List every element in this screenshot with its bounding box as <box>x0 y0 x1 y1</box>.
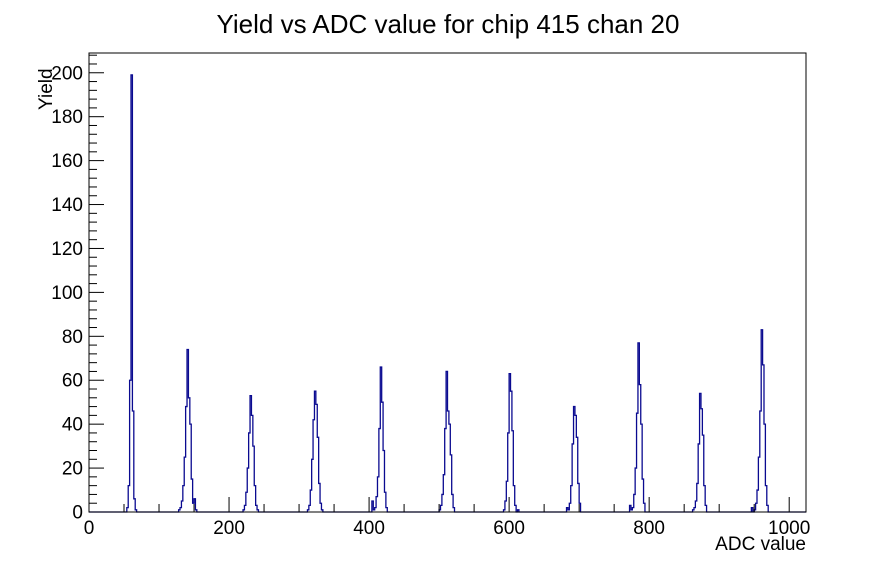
y-axis-title: Yield <box>36 68 57 110</box>
y-tick-label: 120 <box>51 239 83 260</box>
y-tick-label: 180 <box>51 107 83 128</box>
x-tick-label: 0 <box>84 518 95 539</box>
x-axis-title: ADC value <box>715 534 806 555</box>
x-tick-label: 600 <box>493 518 525 539</box>
x-tick-label: 400 <box>353 518 385 539</box>
x-tick-label: 800 <box>633 518 665 539</box>
y-tick-label: 60 <box>62 371 83 392</box>
y-tick-label: 200 <box>51 63 83 84</box>
chart-title: Yield vs ADC value for chip 415 chan 20 <box>216 9 680 39</box>
y-tick-label: 160 <box>51 151 83 172</box>
x-tick-label: 200 <box>213 518 245 539</box>
y-tick-label: 80 <box>62 327 83 348</box>
y-tick-label: 0 <box>72 503 83 524</box>
y-tick-label: 20 <box>62 459 83 480</box>
plot-frame <box>88 52 807 513</box>
y-tick-label: 140 <box>51 195 83 216</box>
x-tick-label: 1000 <box>768 518 810 539</box>
y-tick-label: 100 <box>51 283 83 304</box>
histogram-series <box>89 74 806 513</box>
y-tick-label: 40 <box>62 415 83 436</box>
